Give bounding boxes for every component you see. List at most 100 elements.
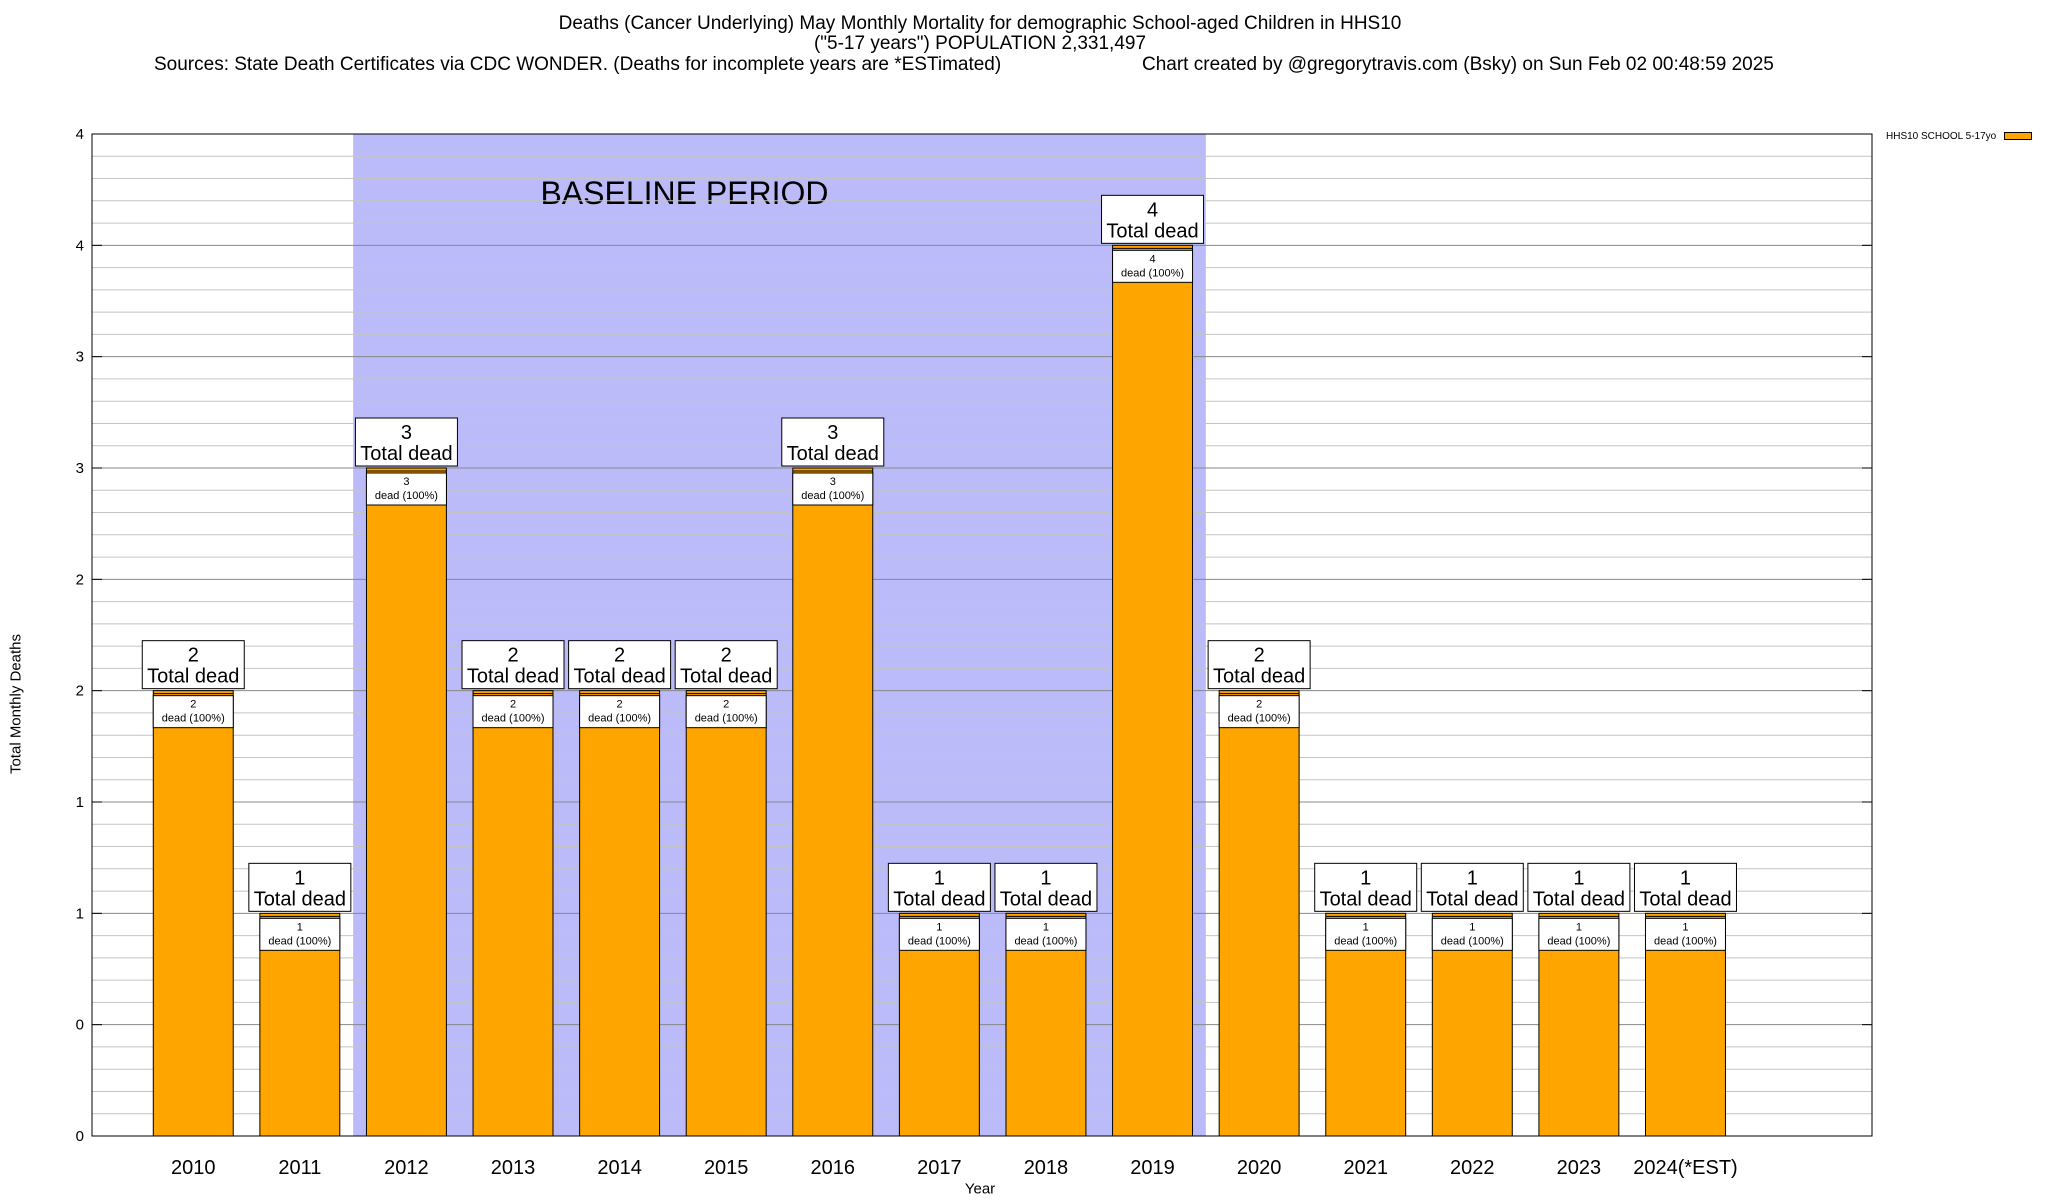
baseline-period-label: BASELINE PERIOD bbox=[540, 175, 828, 211]
inner-label-text: dead (100%) bbox=[908, 935, 971, 947]
total-label-count: 1 bbox=[1573, 867, 1584, 889]
total-label-count: 1 bbox=[1680, 867, 1691, 889]
total-label-text: Total dead bbox=[1533, 888, 1625, 910]
inner-label-box bbox=[1325, 917, 1407, 951]
y-tick-label: 2 bbox=[76, 571, 84, 588]
total-label-box bbox=[354, 417, 458, 467]
total-label-text: Total dead bbox=[680, 666, 772, 688]
inner-label-box bbox=[1431, 917, 1513, 951]
x-tick-label: 2016 bbox=[811, 1157, 856, 1179]
x-tick-label: 2019 bbox=[1130, 1157, 1175, 1179]
total-label-text: Total dead bbox=[787, 443, 879, 465]
x-tick-label: 2021 bbox=[1343, 1157, 1388, 1179]
inner-label-box bbox=[898, 917, 980, 951]
inner-label-box bbox=[259, 917, 341, 951]
x-axis-label: Year bbox=[964, 1180, 996, 1198]
inner-label-count: 4 bbox=[1149, 253, 1155, 265]
bar bbox=[685, 690, 767, 1137]
inner-label-box bbox=[152, 695, 234, 729]
inner-label-count: 1 bbox=[1043, 921, 1049, 933]
plot-frame bbox=[91, 133, 1873, 1137]
inner-label-count: 3 bbox=[403, 476, 409, 488]
inner-label-text: dead (100%) bbox=[1228, 713, 1291, 725]
bar bbox=[1218, 690, 1300, 1137]
legend: HHS10 SCHOOL 5-17yo bbox=[1886, 131, 2033, 142]
total-label-text: Total dead bbox=[1000, 888, 1092, 910]
inner-label-count: 1 bbox=[1576, 921, 1582, 933]
total-label-text: Total dead bbox=[254, 888, 346, 910]
total-label-count: 2 bbox=[614, 645, 625, 667]
inner-label-box bbox=[579, 695, 661, 729]
inner-label-text: dead (100%) bbox=[162, 713, 225, 725]
total-label-text: Total dead bbox=[1213, 666, 1305, 688]
total-label-box bbox=[674, 640, 778, 690]
x-tick-label: 2023 bbox=[1557, 1157, 1602, 1179]
inner-label-box bbox=[792, 472, 874, 506]
x-tick-label: 2010 bbox=[171, 1157, 216, 1179]
inner-label-box bbox=[1538, 917, 1620, 951]
total-label-box bbox=[1207, 640, 1311, 690]
total-label-box bbox=[141, 640, 245, 690]
total-label-count: 2 bbox=[721, 645, 732, 667]
total-label-count: 1 bbox=[934, 867, 945, 889]
inner-label-count: 2 bbox=[723, 699, 729, 711]
total-label-count: 1 bbox=[1467, 867, 1478, 889]
y-tick-label: 4 bbox=[76, 237, 84, 254]
bar bbox=[472, 690, 554, 1137]
bar bbox=[792, 467, 874, 1137]
inner-label-text: dead (100%) bbox=[1547, 935, 1610, 947]
inner-label-count: 3 bbox=[830, 476, 836, 488]
total-label-count: 2 bbox=[1254, 645, 1265, 667]
total-label-text: Total dead bbox=[1106, 220, 1198, 242]
bar bbox=[579, 690, 661, 1137]
total-label-text: Total dead bbox=[1426, 888, 1518, 910]
total-label-count: 1 bbox=[1040, 867, 1051, 889]
inner-label-text: dead (100%) bbox=[268, 935, 331, 947]
total-label-count: 4 bbox=[1147, 199, 1158, 221]
inner-label-text: dead (100%) bbox=[1334, 935, 1397, 947]
inner-label-text: dead (100%) bbox=[1441, 935, 1504, 947]
inner-label-text: dead (100%) bbox=[1121, 267, 1184, 279]
total-label-box bbox=[248, 862, 352, 912]
inner-label-count: 1 bbox=[297, 921, 303, 933]
total-label-box bbox=[781, 417, 885, 467]
inner-label-box bbox=[472, 695, 554, 729]
y-tick-label: 2 bbox=[76, 683, 84, 700]
total-label-count: 2 bbox=[507, 645, 518, 667]
inner-label-text: dead (100%) bbox=[1014, 935, 1077, 947]
total-label-text: Total dead bbox=[147, 666, 239, 688]
x-tick-label: 2018 bbox=[1024, 1157, 1069, 1179]
inner-label-text: dead (100%) bbox=[695, 713, 758, 725]
total-label-count: 3 bbox=[401, 422, 412, 444]
y-tick-label: 4 bbox=[76, 126, 84, 143]
x-tick-label: 2020 bbox=[1237, 1157, 1282, 1179]
total-label-text: Total dead bbox=[1320, 888, 1412, 910]
chart-credit: Chart created by @gregorytravis.com (Bsk… bbox=[1142, 54, 1774, 75]
total-label-count: 1 bbox=[1360, 867, 1371, 889]
y-axis-label: Total Monthly Deaths bbox=[7, 633, 25, 775]
inner-label-box bbox=[1005, 917, 1087, 951]
inner-label-text: dead (100%) bbox=[482, 713, 545, 725]
inner-label-text: dead (100%) bbox=[801, 490, 864, 502]
chart-title-line-2: ("5-17 years") POPULATION 2,331,497 bbox=[813, 33, 1147, 54]
x-tick-label: 2011 bbox=[278, 1157, 321, 1179]
total-label-count: 2 bbox=[188, 645, 199, 667]
total-label-text: Total dead bbox=[360, 443, 452, 465]
total-label-count: 3 bbox=[827, 422, 838, 444]
inner-label-count: 2 bbox=[1256, 699, 1262, 711]
x-tick-label: 2013 bbox=[491, 1157, 536, 1179]
total-label-box bbox=[1527, 862, 1631, 912]
inner-label-box bbox=[1112, 249, 1194, 283]
chart-sources: Sources: State Death Certificates via CD… bbox=[154, 54, 1002, 75]
total-label-box bbox=[461, 640, 565, 690]
total-label-box bbox=[994, 862, 1098, 912]
y-tick-label: 3 bbox=[76, 460, 84, 477]
total-label-text: Total dead bbox=[573, 666, 665, 688]
y-tick-label: 0 bbox=[76, 1128, 84, 1145]
total-label-text: Total dead bbox=[893, 888, 985, 910]
y-tick-label: 1 bbox=[76, 905, 84, 922]
inner-label-box bbox=[1644, 917, 1726, 951]
y-tick-label: 0 bbox=[76, 1017, 84, 1034]
total-label-box bbox=[568, 640, 672, 690]
